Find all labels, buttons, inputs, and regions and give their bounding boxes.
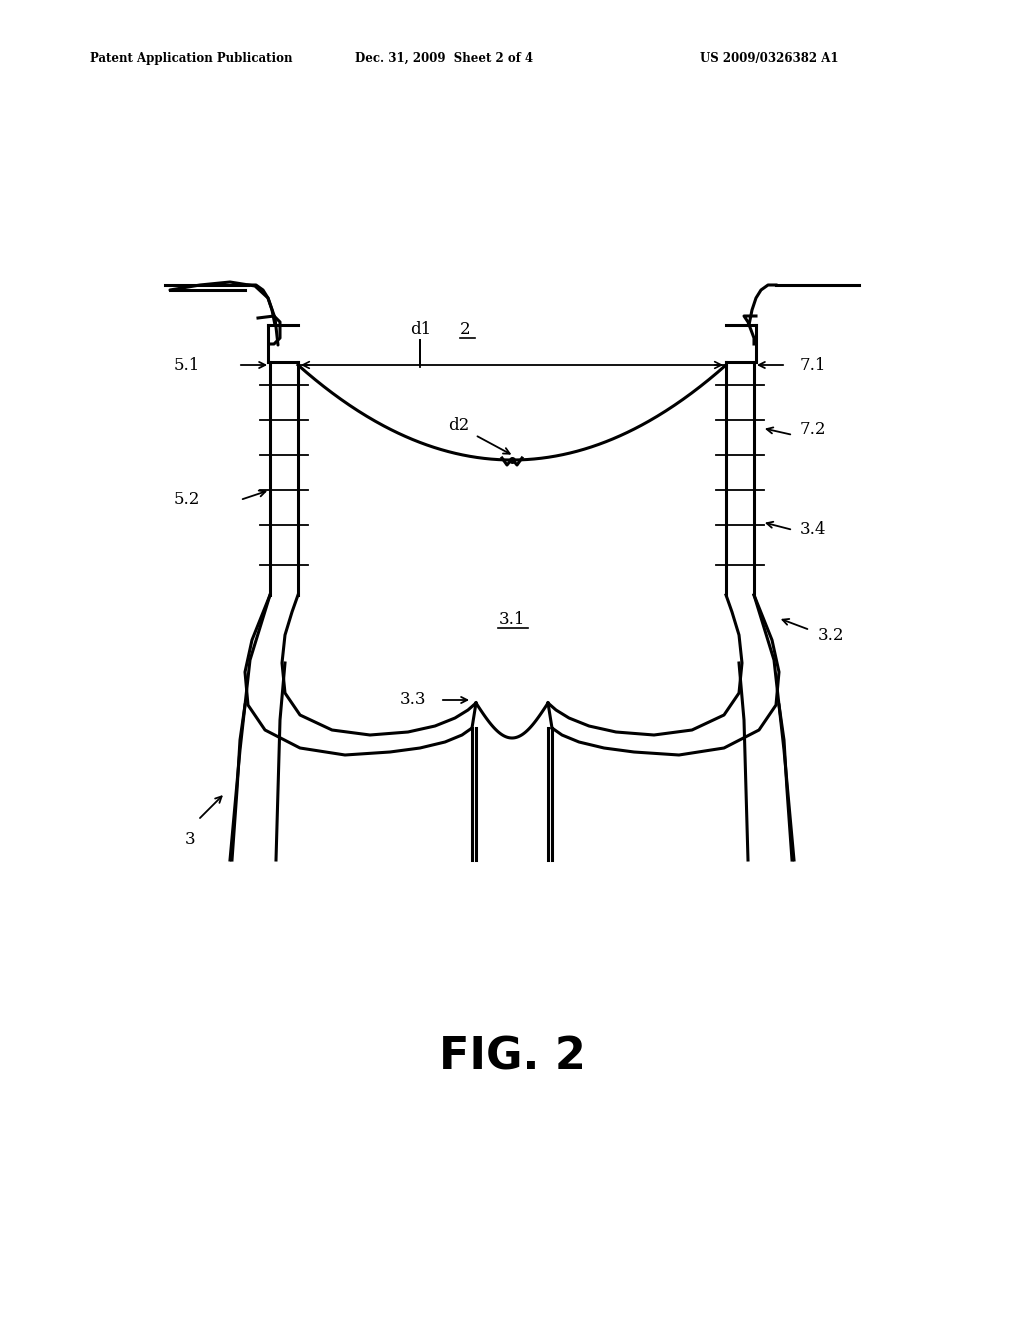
Text: FIG. 2: FIG. 2 bbox=[438, 1035, 586, 1078]
Text: 5.1: 5.1 bbox=[174, 356, 200, 374]
Text: 3.4: 3.4 bbox=[800, 521, 826, 539]
Text: 3: 3 bbox=[185, 832, 196, 849]
Text: d1: d1 bbox=[410, 322, 431, 338]
Text: 3.3: 3.3 bbox=[400, 692, 427, 709]
Text: Dec. 31, 2009  Sheet 2 of 4: Dec. 31, 2009 Sheet 2 of 4 bbox=[355, 51, 534, 65]
Text: US 2009/0326382 A1: US 2009/0326382 A1 bbox=[700, 51, 839, 65]
Text: 2: 2 bbox=[460, 322, 471, 338]
Text: 7.2: 7.2 bbox=[800, 421, 826, 438]
Text: 5.2: 5.2 bbox=[174, 491, 200, 508]
Text: 3.2: 3.2 bbox=[818, 627, 845, 644]
Text: 7.1: 7.1 bbox=[800, 356, 826, 374]
Text: Patent Application Publication: Patent Application Publication bbox=[90, 51, 293, 65]
Text: d2: d2 bbox=[449, 417, 469, 433]
Text: 3.1: 3.1 bbox=[499, 611, 525, 628]
